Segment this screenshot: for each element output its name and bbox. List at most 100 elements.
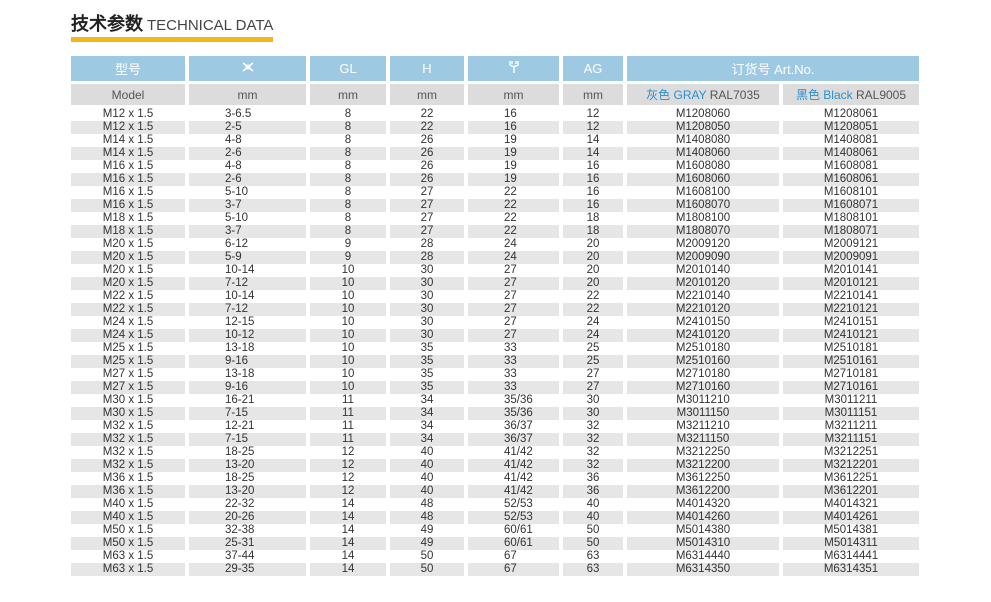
- cell-wrench-size: 52/53: [468, 511, 559, 524]
- cell-ag: 50: [563, 537, 623, 550]
- cell-art-no-gray: M3011210: [676, 394, 730, 406]
- cell-cable-range: 2-6: [189, 147, 306, 160]
- cell-gl: 10: [310, 355, 386, 368]
- cell-model: M20 x 1.5: [102, 264, 154, 276]
- cell-model: M12 x 1.5: [102, 108, 154, 120]
- cell-ag: 18: [586, 212, 600, 224]
- cell-model: M22 x 1.5: [102, 290, 154, 302]
- cell-art-no-gray: M2710160: [627, 381, 779, 394]
- cell-art-no-black: M5014311: [783, 537, 919, 550]
- table-row: M24 x 1.5 10-12 10 30 27 24 M2410120 M2410121: [71, 329, 919, 342]
- cell-art-no-black: M2410121: [783, 329, 919, 342]
- cell-wrench-size: 41/42: [468, 485, 559, 498]
- cell-art-no-gray: M2210120: [627, 303, 779, 316]
- cell-wrench-size: 22: [504, 212, 517, 224]
- cell-wrench-size: 27: [504, 264, 517, 276]
- cell-gl: 8: [344, 108, 352, 120]
- cell-ag: 24: [586, 316, 600, 328]
- cell-wrench-size: 67: [504, 550, 517, 562]
- cell-art-no-gray: M4014320: [675, 498, 731, 510]
- cell-art-no-gray: M3212250: [675, 446, 731, 458]
- cell-ag: 16: [586, 160, 600, 172]
- cell-h: 34: [420, 394, 434, 406]
- cell-model: M36 x 1.5: [102, 472, 154, 484]
- cell-art-no-gray: M1408080: [675, 134, 731, 146]
- table-row: M36 x 1.5 13-20 12 40 41/42 36 M3612200 M361220…: [71, 485, 919, 498]
- cell-art-no-black: M3211151: [783, 433, 919, 446]
- cell-h: 28: [390, 251, 464, 264]
- cell-ag: 32: [586, 446, 600, 458]
- cell-h: 30: [390, 329, 464, 342]
- cell-art-no-gray: M2010140: [675, 264, 731, 276]
- cell-ag: 22: [586, 290, 600, 302]
- cell-gl: 10: [341, 290, 355, 302]
- cell-gl: 8: [310, 225, 386, 238]
- table-row: M63 x 1.5 37-44 14 50 67 63 M6314440 M6314441: [71, 550, 919, 563]
- cell-art-no-gray: M1208060: [675, 108, 731, 120]
- table-row: M50 x 1.5 32-38 14 49 60/61 50 M5014380 M501438…: [71, 524, 919, 537]
- cell-h: 27: [390, 199, 464, 212]
- header-ag: AG: [563, 56, 623, 81]
- cell-cable-range: 18-25: [225, 472, 255, 484]
- cell-art-no-gray: M3211150: [627, 433, 779, 446]
- cell-gl: 8: [344, 212, 352, 224]
- cell-ag: 14: [586, 134, 600, 146]
- technical-data-table: 型号 GL H AG 订货号 Art.No. Model mm mm mm mm…: [67, 56, 923, 576]
- cell-gl: 8: [344, 134, 352, 146]
- cell-art-no-black: M3011151: [783, 407, 919, 420]
- cell-art-no-gray: M3612250: [675, 472, 731, 484]
- cell-ag: 16: [586, 186, 600, 198]
- cell-gl: 8: [344, 160, 352, 172]
- cell-gl: 9: [310, 251, 386, 264]
- cell-model: M32 x 1.5: [71, 433, 185, 446]
- table-row: M16 x 1.5 4-8 8 26 19 16 M1608080 M1608081: [71, 160, 919, 173]
- cell-h: 26: [420, 134, 434, 146]
- table-row: M24 x 1.5 12-15 10 30 27 24 M2410150 M2410151: [71, 316, 919, 329]
- cell-ag: 16: [563, 199, 623, 212]
- cell-art-no-black: M2009091: [783, 251, 919, 264]
- cell-model: M14 x 1.5: [71, 147, 185, 160]
- cell-art-no-black: M1408061: [783, 147, 919, 160]
- cell-cable-range: 6-12: [225, 238, 249, 250]
- cell-art-no-black: M4014261: [783, 511, 919, 524]
- cell-art-no-gray: M1808070: [627, 225, 779, 238]
- cell-cable-range: 18-25: [225, 446, 255, 458]
- cell-model: M30 x 1.5: [102, 394, 154, 406]
- table-row: M22 x 1.5 10-14 10 30 27 22 M2210140 M2210141: [71, 290, 919, 303]
- cell-h: 40: [390, 459, 464, 472]
- cell-art-no-black: M1608061: [783, 173, 919, 186]
- cell-art-no-black: M1408081: [823, 134, 879, 146]
- title-en: TECHNICAL DATA: [147, 17, 274, 34]
- cell-cable-range: 5-10: [225, 212, 249, 224]
- cell-model: M32 x 1.5: [102, 420, 154, 432]
- cell-h: 26: [420, 160, 434, 172]
- table-row: M12 x 1.5 2-5 8 22 16 12 M1208050 M1208051: [71, 121, 919, 134]
- cell-model: M12 x 1.5: [71, 121, 185, 134]
- cell-wrench-size: 19: [504, 134, 517, 146]
- table-row: M25 x 1.5 9-16 10 35 33 25 M2510160 M2510161: [71, 355, 919, 368]
- cell-ag: 32: [586, 420, 600, 432]
- cell-wrench-size: 27: [468, 329, 559, 342]
- cell-art-no-gray: M6314350: [627, 563, 779, 576]
- cell-cable-range: 2-6: [189, 173, 306, 186]
- cell-cable-range: 22-32: [225, 498, 255, 510]
- cell-gl: 12: [341, 472, 355, 484]
- cell-gl: 10: [310, 277, 386, 290]
- cell-cable-range: 12-15: [225, 316, 255, 328]
- cell-ag: 20: [586, 238, 600, 250]
- cell-cable-range: 2-5: [189, 121, 306, 134]
- cell-cable-range: 20-26: [189, 511, 306, 524]
- table-row: M22 x 1.5 7-12 10 30 27 22 M2210120 M2210121: [71, 303, 919, 316]
- cell-wrench-size: 19: [468, 173, 559, 186]
- cell-cable-range: 10-14: [225, 290, 255, 302]
- table-row: M32 x 1.5 18-25 12 40 41/42 32 M3212250 M321225…: [71, 446, 919, 459]
- cell-art-no-black: M2210121: [783, 303, 919, 316]
- cell-model: M36 x 1.5: [71, 485, 185, 498]
- cell-wrench-size: 27: [504, 316, 517, 328]
- header-black: 黑色 Black RAL9005: [783, 81, 919, 105]
- cell-wrench-size: 35/36: [504, 394, 533, 406]
- table-row: M20 x 1.5 10-14 10 30 27 20 M2010140 M2010141: [71, 264, 919, 277]
- cell-gl: 12: [310, 485, 386, 498]
- cell-wrench-size: 33: [504, 342, 517, 354]
- unit-gl: mm: [310, 81, 386, 105]
